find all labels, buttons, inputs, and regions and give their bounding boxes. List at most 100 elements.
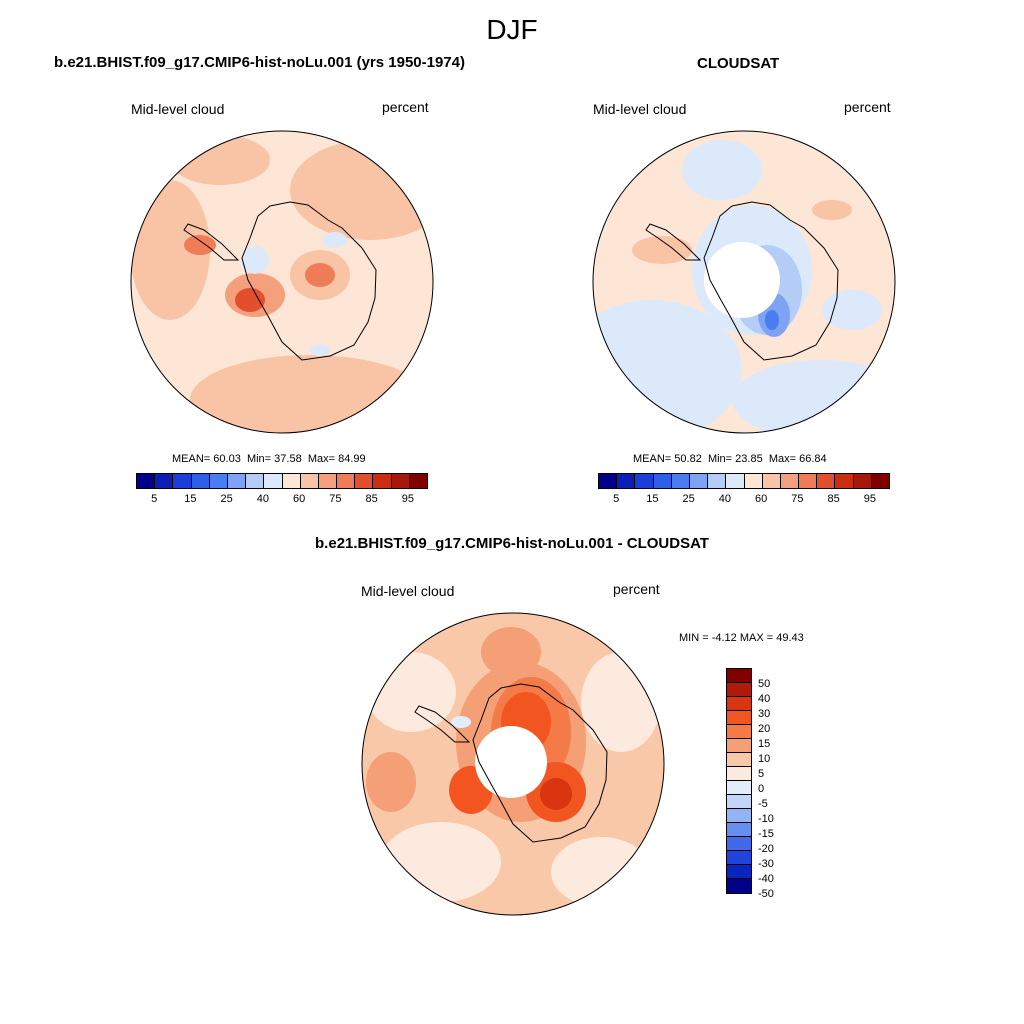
obs-variable-label: Mid-level cloud (593, 101, 687, 117)
model-colorbar-label: 75 (329, 493, 342, 505)
model-colorbar-label: 40 (256, 493, 269, 505)
obs-colorbar-box (726, 474, 745, 488)
obs-min-label: Min= (707, 453, 733, 465)
model-units-label: percent (382, 99, 429, 115)
model-colorbar-box (209, 474, 228, 488)
obs-colorbar-box (671, 474, 690, 488)
model-map-fill (131, 131, 433, 433)
diff-colorbar-box (727, 809, 751, 823)
model-colorbar-box (355, 474, 374, 488)
diff-colorbar-box (727, 767, 751, 781)
obs-colorbar-label: 75 (791, 493, 804, 505)
diff-colorbar-label: 15 (758, 738, 771, 750)
obs-max-label: Max= (768, 453, 797, 465)
model-colorbar-box (300, 474, 319, 488)
diff-stats-line: MIN = -4.12 MAX = 49.43 (679, 632, 804, 644)
model-stats-line: MEAN= 60.03 Min= 37.58 Max= 84.99 (172, 453, 366, 465)
diff-colorbar-box (727, 837, 751, 851)
diff-min-label: MIN = (679, 632, 709, 644)
model-colorbar-box (191, 474, 210, 488)
model-colorbar-box (173, 474, 192, 488)
obs-colorbar-label: 60 (755, 493, 768, 505)
diff-colorbar-box (727, 865, 751, 879)
model-colorbar-box (155, 474, 174, 488)
model-colorbar-label: 5 (151, 493, 158, 505)
obs-colorbar-box (871, 474, 889, 488)
obs-colorbar-box (599, 474, 618, 488)
obs-colorbar-box (653, 474, 672, 488)
model-colorbar-box (137, 474, 156, 488)
model-max-label: Max= (307, 453, 336, 465)
model-colorbar-label: 60 (293, 493, 306, 505)
diff-colorbar-box (727, 851, 751, 865)
obs-colorbar-box (617, 474, 636, 488)
diff-colorbar (726, 668, 752, 894)
obs-colorbar-box (799, 474, 818, 488)
obs-colorbar-labels: 5 15 25 40 60 75 85 95 (598, 493, 888, 507)
obs-colorbar-label: 40 (718, 493, 731, 505)
model-min-label: Min= (246, 453, 272, 465)
diff-colorbar-box (727, 753, 751, 767)
obs-max-value: 66.84 (799, 453, 827, 465)
diff-colorbar-box (727, 669, 751, 683)
diff-panel-title: b.e21.BHIST.f09_g17.CMIP6-hist-noLu.001 … (315, 535, 709, 552)
model-mean-label: MEAN= (172, 453, 211, 465)
diff-colorbar-box (727, 795, 751, 809)
diff-max-label: MAX = (739, 632, 774, 644)
diff-coastline (472, 683, 608, 843)
model-colorbar-box (227, 474, 247, 488)
diff-colorbar-label: -40 (758, 873, 774, 885)
diff-colorbar-box (727, 683, 751, 697)
diff-map-fill (362, 613, 664, 915)
diff-colorbar-box (727, 781, 751, 795)
model-colorbar-label: 25 (220, 493, 233, 505)
diff-map-border (361, 612, 665, 916)
obs-colorbar-box (708, 474, 727, 488)
model-colorbar-box (246, 474, 265, 488)
diff-peninsula-coast (414, 705, 471, 743)
model-coastline (241, 201, 377, 361)
diff-units-label: percent (613, 581, 660, 597)
diff-colorbar-label: -15 (758, 828, 774, 840)
model-colorbar-box (373, 474, 392, 488)
diff-colorbar-box (727, 739, 751, 753)
model-colorbar-box (337, 474, 356, 488)
obs-coastline (703, 201, 839, 361)
diff-variable-label: Mid-level cloud (361, 583, 455, 599)
obs-stats-line: MEAN= 50.82 Min= 23.85 Max= 66.84 (633, 453, 827, 465)
diff-colorbar-box (727, 823, 751, 837)
diff-colorbar-label: -10 (758, 813, 774, 825)
obs-colorbar-label: 15 (646, 493, 659, 505)
obs-colorbar-box (835, 474, 854, 488)
model-variable-label: Mid-level cloud (131, 101, 225, 117)
obs-colorbar-label: 85 (827, 493, 840, 505)
diff-colorbar-label: -5 (758, 798, 768, 810)
obs-map-fill (593, 131, 895, 433)
model-colorbar-box (391, 474, 410, 488)
model-mean-value: 60.03 (213, 453, 241, 465)
obs-polar-map (592, 130, 896, 434)
obs-colorbar-label: 25 (682, 493, 695, 505)
obs-colorbar-label: 95 (863, 493, 876, 505)
obs-mean-label: MEAN= (633, 453, 672, 465)
model-max-value: 84.99 (338, 453, 366, 465)
model-colorbar-labels: 5 15 25 40 60 75 85 95 (136, 493, 426, 507)
season-title: DJF (486, 14, 538, 45)
model-colorbar-box (282, 474, 301, 488)
diff-colorbar-label: 40 (758, 693, 771, 705)
obs-min-value: 23.85 (735, 453, 763, 465)
obs-colorbar-box (780, 474, 800, 488)
model-min-value: 37.58 (274, 453, 302, 465)
diff-colorbar-box (727, 725, 751, 739)
obs-colorbar (598, 473, 890, 489)
model-colorbar-label: 15 (184, 493, 197, 505)
diff-polar-map (361, 612, 665, 916)
obs-colorbar-label: 5 (613, 493, 620, 505)
diff-colorbar-box (727, 697, 751, 711)
diff-colorbar-label: 20 (758, 723, 771, 735)
model-colorbar-label: 95 (401, 493, 414, 505)
model-colorbar-box (264, 474, 283, 488)
diff-colorbar-label: -50 (758, 888, 774, 900)
obs-colorbar-box (689, 474, 709, 488)
diff-min-value: -4.12 (711, 632, 737, 644)
